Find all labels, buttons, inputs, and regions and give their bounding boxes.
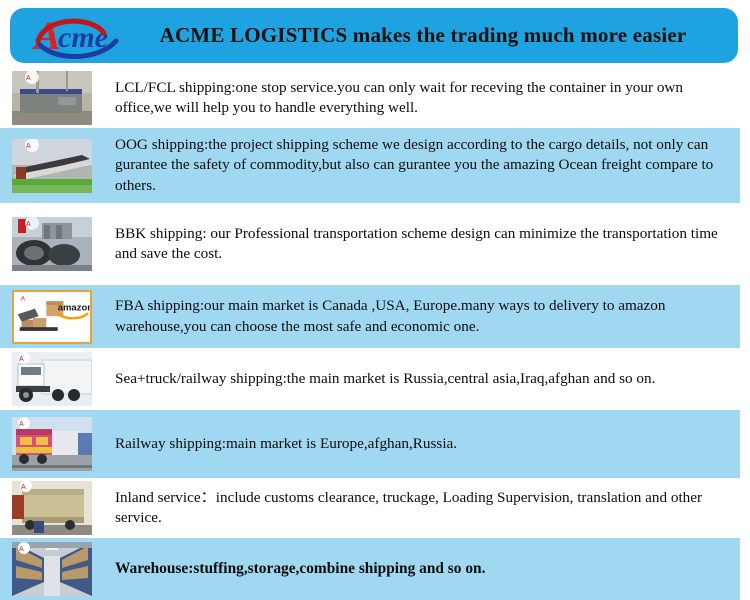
- thumbnail-locomotive: A: [12, 417, 92, 471]
- service-row-inland: A Inland service：include customs clearan…: [0, 478, 750, 538]
- service-row-sea-truck-railway: A Sea+truck/railway shipping:the main ma…: [0, 348, 750, 410]
- service-row-lcl-fcl: A LCL/FCL shipping:one stop service.you …: [0, 68, 750, 128]
- cargo-trailer-icon: A: [12, 481, 92, 535]
- service-text: Warehouse:stuffing,storage,combine shipp…: [115, 559, 486, 577]
- row-background: [0, 285, 740, 348]
- service-text: LCL/FCL shipping:one stop service.you ca…: [115, 78, 683, 116]
- service-text: Railway shipping:main market is Europe,a…: [115, 434, 458, 452]
- svg-text:A: A: [26, 143, 31, 150]
- warehouse-icon: A: [12, 542, 92, 596]
- acme-logo: A cme: [32, 11, 142, 61]
- steel-pipes-icon: A: [12, 217, 92, 271]
- acme-logo-icon: A cme: [32, 13, 119, 59]
- svg-text:A: A: [26, 221, 31, 228]
- banner-title: ACME LOGISTICS makes the trading much mo…: [159, 23, 687, 47]
- service-text: FBA shipping:our main market is Canada ,…: [115, 297, 666, 335]
- svg-text:A: A: [26, 75, 31, 82]
- oversized-cargo-icon: A: [12, 138, 92, 193]
- service-row-oog: A OOG shipping:the project shipping sche…: [0, 128, 750, 203]
- svg-text:A: A: [19, 546, 24, 553]
- white-truck-icon: A: [12, 352, 92, 406]
- thumbnail-steel-pipes: A: [12, 217, 92, 271]
- svg-text:A: A: [21, 295, 26, 302]
- locomotive-icon: A: [12, 417, 92, 471]
- row-background: [0, 128, 740, 203]
- service-text: Inland service：include customs clearance…: [115, 488, 703, 526]
- thumbnail-amazon-parcels: amazon A: [12, 289, 92, 344]
- service-text: BBK shipping: our Professional transport…: [115, 224, 718, 262]
- amazon-parcels-icon: amazon A: [14, 291, 90, 342]
- thumbnail-white-truck: A: [12, 352, 92, 406]
- service-row-railway: A Railway shipping:main market is Europe…: [0, 410, 750, 478]
- service-row-bbk: A BBK shipping: our Professional transpo…: [0, 203, 750, 285]
- shipping-container-icon: A: [12, 71, 92, 125]
- svg-text:A: A: [19, 356, 24, 363]
- row-background: [0, 538, 740, 600]
- svg-text:A: A: [19, 421, 24, 428]
- thumbnail-warehouse: A: [12, 542, 92, 596]
- thumbnail-cargo-trailer: A: [12, 481, 92, 535]
- svg-text:amazon: amazon: [58, 302, 90, 312]
- service-text: Sea+truck/railway shipping:the main mark…: [115, 369, 656, 387]
- service-row-fba: amazon A FBA shipping:our main market is…: [0, 285, 750, 348]
- svg-text:A: A: [21, 484, 26, 491]
- service-text: OOG shipping:the project shipping scheme…: [115, 136, 714, 194]
- header-banner: A cme ACME LOGISTICS makes the trading m…: [10, 8, 738, 63]
- svg-text:cme: cme: [58, 21, 108, 54]
- thumbnail-shipping-container: A: [12, 71, 92, 125]
- service-row-warehouse: A Warehouse:stuffing,storage,combine shi…: [0, 538, 750, 600]
- service-list: A LCL/FCL shipping:one stop service.you …: [0, 68, 750, 600]
- row-background: [0, 410, 740, 478]
- thumbnail-oversized-cargo: A: [12, 138, 92, 193]
